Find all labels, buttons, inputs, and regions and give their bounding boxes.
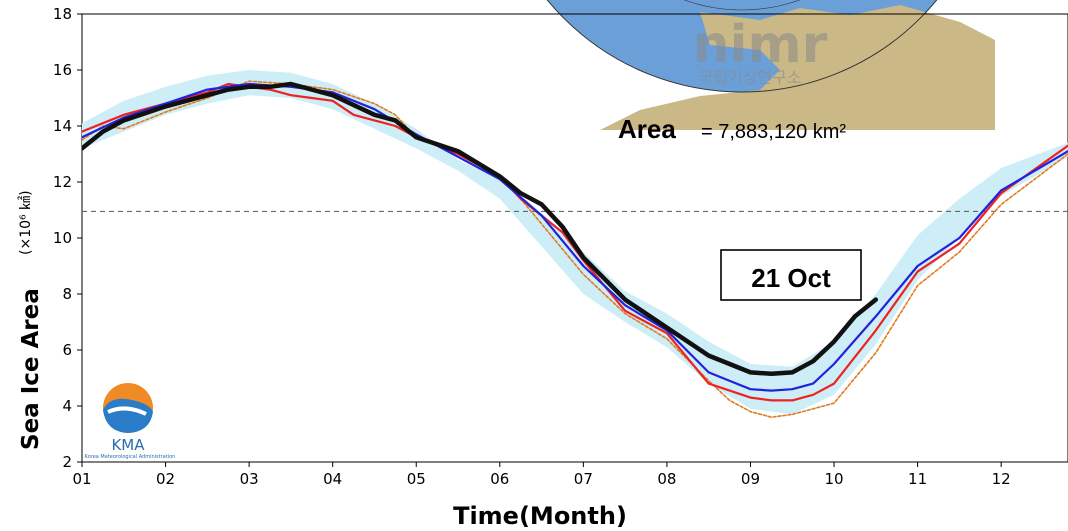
y-tick-label: 18 (53, 5, 72, 23)
kma-logo: KMA Korea Meteorological Administration (85, 383, 176, 460)
kma-logo-wave (107, 406, 147, 416)
x-tick-label: 06 (490, 470, 509, 488)
series-lines (82, 80, 1068, 418)
x-tick-label: 05 (407, 470, 426, 488)
x-tick-label: 02 (156, 470, 175, 488)
kma-logo-text: KMA (111, 436, 145, 454)
y-tick-label: 6 (62, 341, 72, 359)
watermark-subtext: 국립기상연구소 (698, 68, 801, 87)
watermark-text: nimr (693, 15, 828, 75)
x-tick-label: 08 (657, 470, 676, 488)
x-tick-label: 04 (323, 470, 342, 488)
y-axis-title: Sea Ice Area (18, 288, 44, 450)
y-tick-label: 16 (53, 61, 72, 79)
y-axis-unit: (×10⁶ ㎢) (18, 190, 34, 255)
y-tick-label: 8 (62, 285, 72, 303)
date-annotation: 21 Oct (751, 263, 831, 293)
y-axis: 2 4 6 8 10 12 14 16 18 (53, 5, 82, 471)
map-inset (546, 0, 995, 130)
area-value: = 7,883,120 km² (701, 121, 846, 143)
x-tick-label: 07 (574, 470, 593, 488)
x-tick-label: 01 (72, 470, 91, 488)
y-tick-label: 4 (62, 397, 72, 415)
current-year-line (82, 81, 879, 377)
x-tick-label: 03 (240, 470, 259, 488)
area-label: Area (618, 114, 676, 144)
kma-logo-subtext: Korea Meteorological Administration (85, 454, 176, 460)
y-tick-label: 10 (53, 229, 72, 247)
x-tick-label: 09 (741, 470, 760, 488)
climatology-mean-line (82, 82, 1068, 392)
x-tick-label: 10 (824, 470, 843, 488)
y-tick-label: 14 (53, 117, 72, 135)
y-tick-label: 2 (62, 453, 72, 471)
map-outline (546, 0, 938, 93)
x-axis: 01 02 03 04 05 06 07 08 09 10 11 12 (72, 462, 1011, 488)
map-graticule (683, 0, 801, 11)
y-tick-label: 12 (53, 173, 72, 191)
x-tick-label: 11 (908, 470, 927, 488)
x-tick-label: 12 (992, 470, 1011, 488)
map-land-mass (600, 5, 995, 130)
x-axis-title: Time(Month) (453, 502, 627, 530)
kma-logo-swirl (103, 398, 153, 433)
date-annotation-box (720, 249, 862, 301)
